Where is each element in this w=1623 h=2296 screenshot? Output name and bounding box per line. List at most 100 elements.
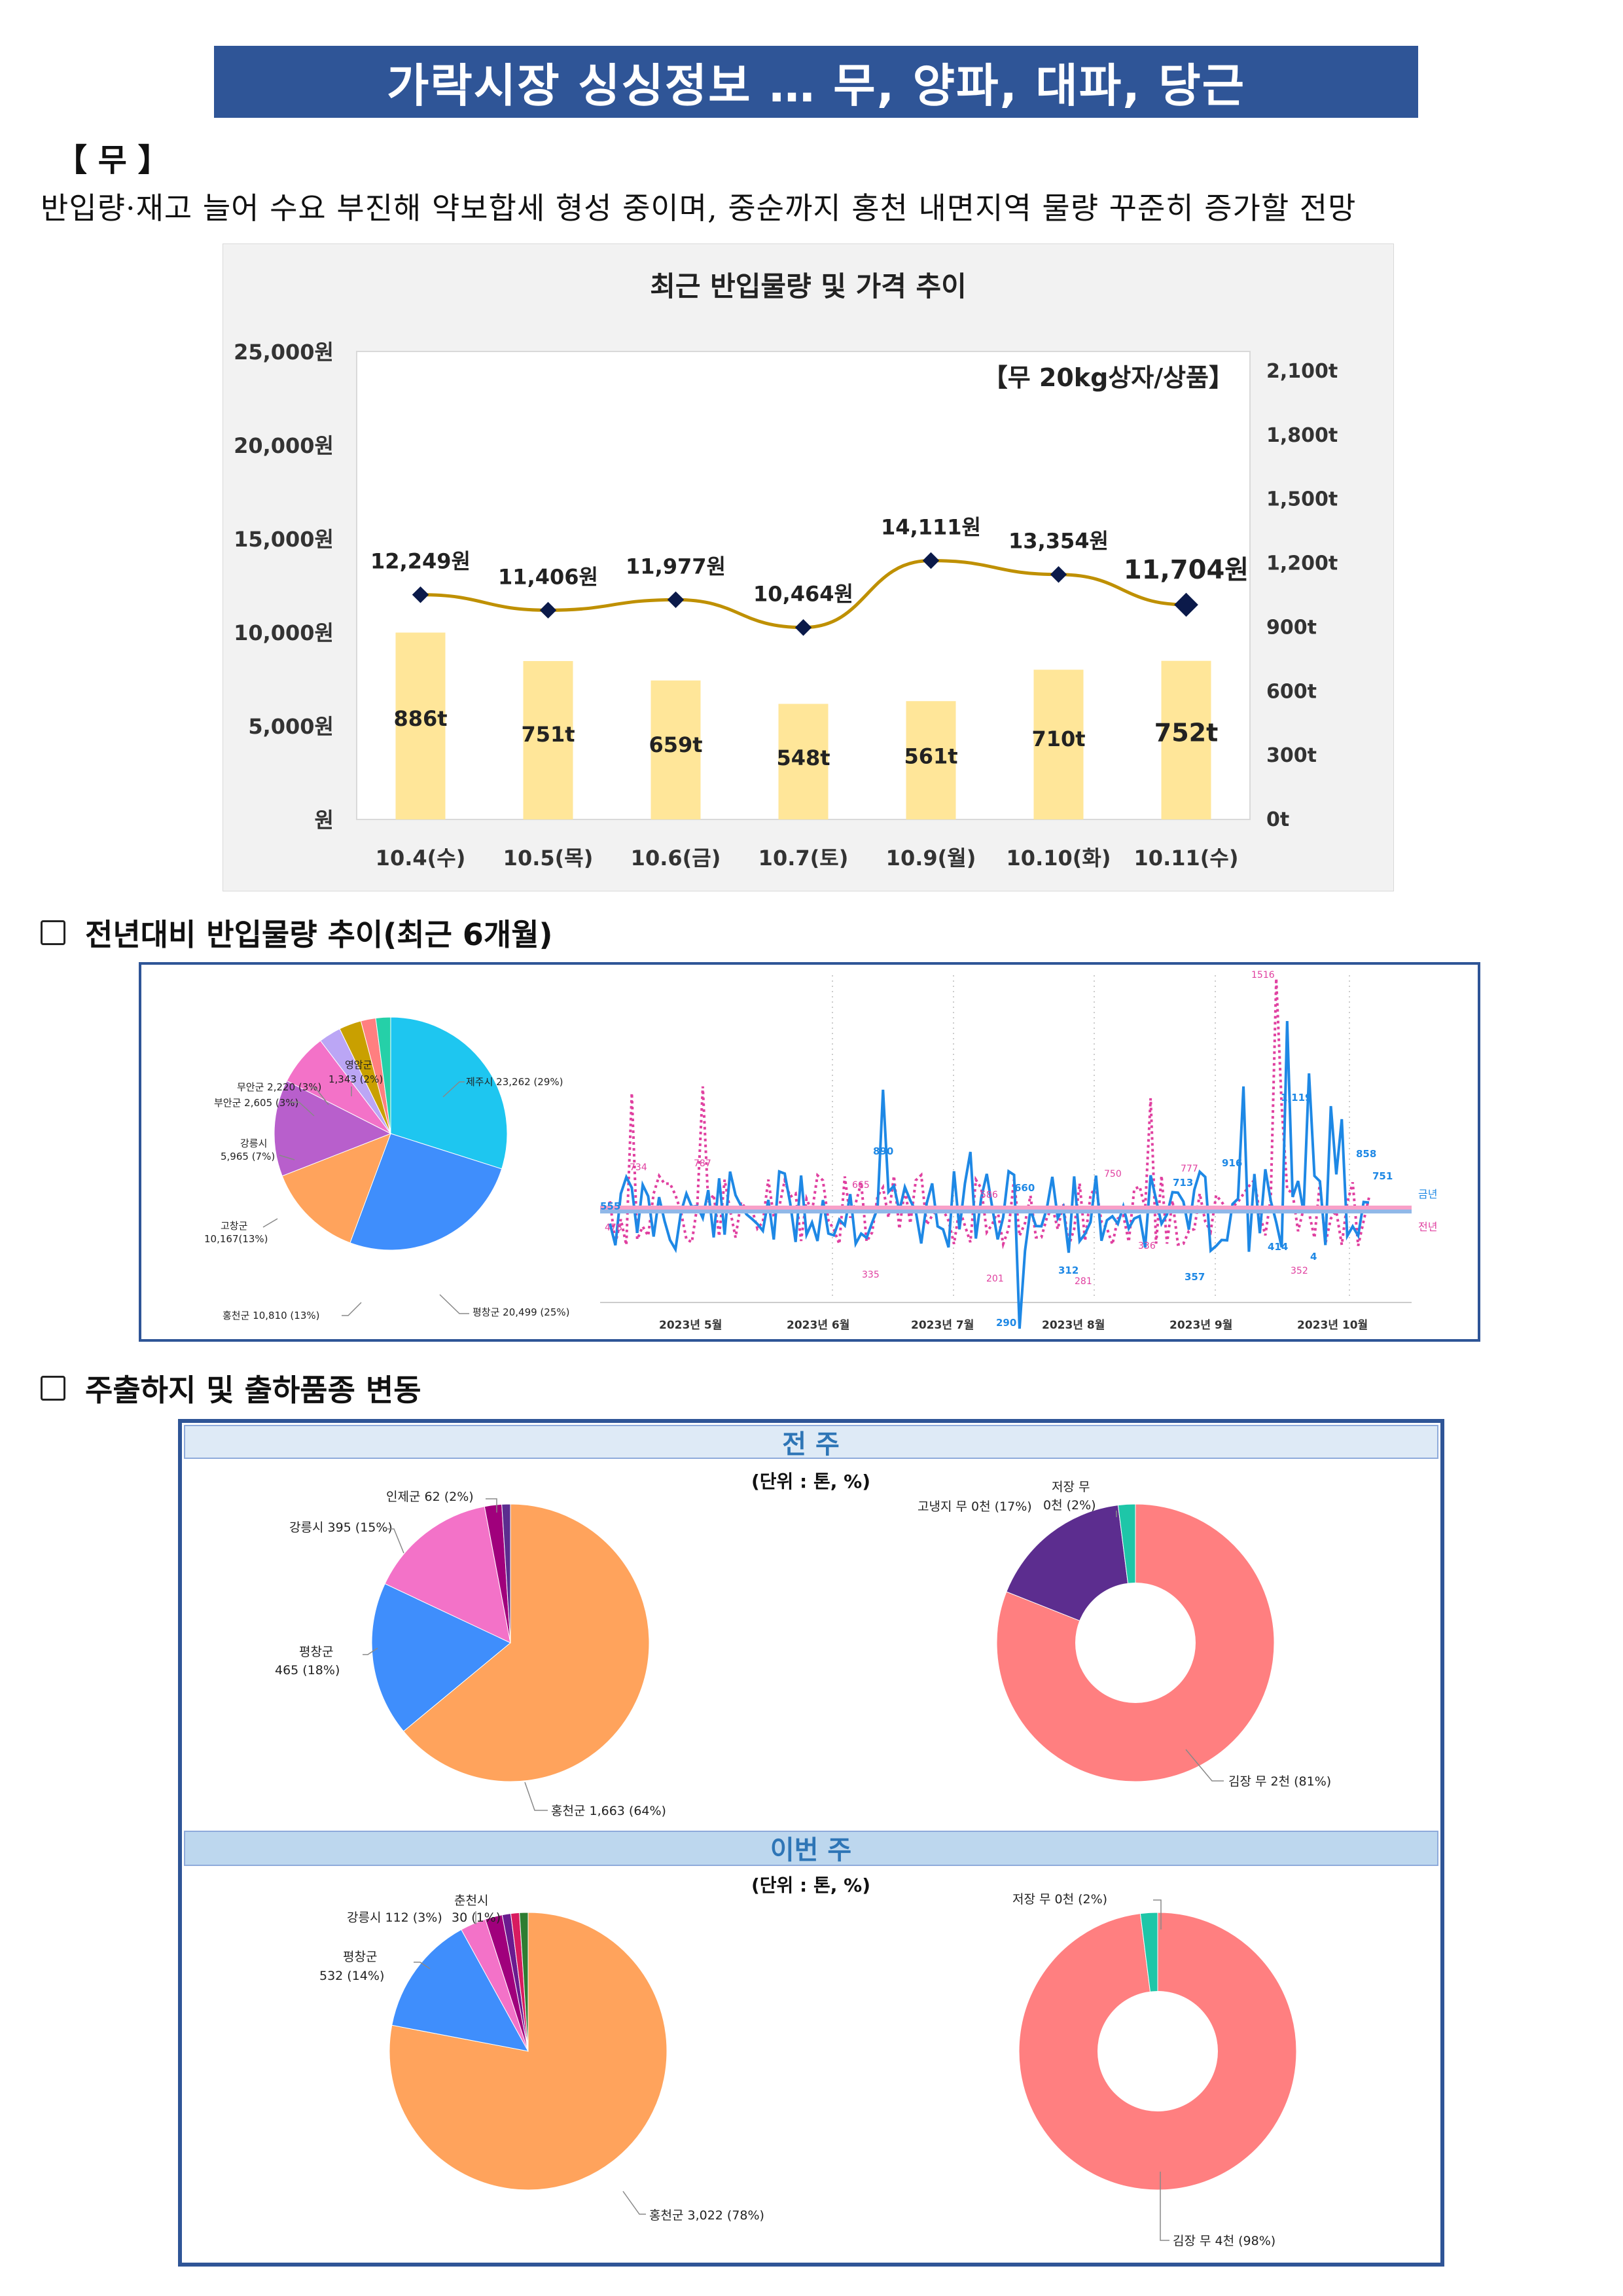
last-year-line	[609, 978, 1370, 1249]
intake-bar-label: 751t	[521, 722, 575, 747]
this-year-point-label: 751	[1372, 1170, 1393, 1182]
yearly-trend-panel: 제주시 23,262 (29%) 평창군 20,499 (25%) 홍천군 10…	[139, 962, 1480, 1342]
left-axis-tick: 15,000원	[234, 527, 334, 552]
this-donut-label-kimjang: 김장 무 4천 (98%)	[1173, 2234, 1275, 2248]
category-tick: 10.4(수)	[376, 846, 466, 870]
price-label: 10,464원	[753, 582, 853, 607]
prev-label-pyeongchang: 평창군	[299, 1645, 333, 1659]
this-label-gangneung: 강릉시 112 (3%)	[347, 1910, 442, 1925]
last-year-point-label: 336	[1138, 1241, 1156, 1251]
prev-origin-pie	[371, 1503, 650, 1782]
intake-bar-label: 886t	[393, 706, 447, 731]
last-year-point-label: 750	[1104, 1169, 1122, 1179]
price-label: 11,406원	[498, 564, 598, 589]
pie-slice	[274, 1080, 392, 1177]
x-axis-tick: 2023년 8월	[1042, 1319, 1105, 1332]
category-tick: 10.9(월)	[886, 846, 976, 870]
last-year-point-label: 335	[862, 1270, 880, 1280]
prev-label-pyeongchang-value: 465 (18%)	[275, 1663, 340, 1677]
price-label: 11,977원	[626, 554, 726, 579]
intake-bar-label: 659t	[649, 732, 702, 757]
this-label-hongcheon: 홍천군 3,022 (78%)	[649, 2208, 764, 2223]
x-axis-tick: 2023년 6월	[787, 1319, 849, 1332]
pie-label-gangneung: 강릉시	[240, 1138, 267, 1149]
intake-bar	[651, 680, 701, 819]
left-axis-tick: 10,000원	[234, 620, 334, 645]
section-summary: 반입량·재고 늘어 수요 부진해 약보합세 형성 중이며, 중순까지 홍천 내면…	[41, 190, 1357, 226]
intake-bar	[395, 632, 446, 819]
intake-bar-label: 548t	[776, 745, 830, 770]
right-axis-tick: 600t	[1266, 680, 1317, 703]
intake-bar	[1033, 670, 1084, 819]
intake-bar-label: 710t	[1031, 726, 1085, 751]
origin-pie	[274, 1016, 508, 1251]
this-label-pyeongchang-value: 532 (14%)	[319, 1969, 384, 1983]
pie-slice	[349, 1133, 503, 1251]
prev-week-unit: (단위 : 톤, %)	[751, 1471, 870, 1492]
this-week-unit: (단위 : 톤, %)	[751, 1874, 870, 1896]
prev-donut-label-kimjang: 김장 무 2천 (81%)	[1228, 1774, 1331, 1789]
last-year-point-label: 352	[1291, 1266, 1308, 1276]
intake-bar	[1161, 660, 1211, 819]
intake-bar-label: 561t	[904, 744, 957, 769]
pie-label-muan: 무안군 2,220 (3%)	[237, 1081, 321, 1093]
category-tick: 10.6(금)	[631, 846, 721, 870]
pie-slice	[384, 1506, 511, 1643]
prev-donut-label-storage-value: 0천 (2%)	[1043, 1498, 1096, 1513]
category-tick: 10.7(토)	[758, 846, 849, 870]
category-tick: 10.11(수)	[1134, 846, 1239, 870]
pie-slice	[391, 1929, 529, 2052]
last-year-point-label: 787	[694, 1158, 711, 1169]
this-year-point-label: 312	[1058, 1265, 1079, 1276]
left-axis-tick: 20,000원	[234, 433, 334, 458]
prev-label-inje: 인제군 62 (2%)	[386, 1490, 474, 1504]
page-title-banner: 가락시장 싱싱정보 … 무, 양파, 대파, 당근	[214, 46, 1418, 118]
right-axis-tick: 900t	[1266, 616, 1317, 639]
prev-donut-label-storage: 저장 무	[1052, 1480, 1090, 1494]
x-axis-tick: 2023년 10월	[1297, 1319, 1368, 1332]
left-axis-tick: 5,000원	[248, 714, 334, 739]
this-year-point-label: 890	[873, 1145, 893, 1157]
shipping-heading: 주출하지 및 출하품종 변동	[41, 1367, 421, 1410]
right-axis-tick: 1,800t	[1266, 424, 1338, 447]
x-axis-tick: 2023년 9월	[1169, 1319, 1232, 1332]
pie-slice	[371, 1583, 511, 1732]
checkbox-icon	[41, 1376, 65, 1401]
this-week-title: 이번 주	[770, 1835, 851, 1865]
pie-label-gangneung-value: 5,965 (7%)	[221, 1151, 275, 1162]
last-year-point-label: 734	[630, 1162, 647, 1173]
price-point	[412, 586, 429, 603]
this-label-pyeongchang: 평창군	[343, 1950, 377, 1964]
x-axis-tick: 2023년 7월	[911, 1319, 974, 1332]
intake-bar-label: 752t	[1154, 719, 1219, 747]
last-year-point-label: 777	[1181, 1164, 1198, 1174]
last-year-point-label: 586	[980, 1190, 998, 1200]
prev-week-title: 전 주	[782, 1429, 840, 1460]
this-year-point-label: 357	[1185, 1271, 1205, 1283]
this-year-point-label: 916	[1222, 1157, 1242, 1169]
shipping-panel: 전 주 (단위 : 톤, %) 홍천군 1,663 (64%) 평창군 465 …	[178, 1419, 1444, 2267]
pie-label-buan: 부안군 2,605 (3%)	[214, 1097, 298, 1109]
x-axis-tick: 2023년 5월	[659, 1319, 722, 1332]
this-year-point-label: 713	[1173, 1177, 1193, 1189]
pie-label-gochang-value: 10,167(13%)	[204, 1233, 268, 1245]
trend-heading: 전년대비 반입물량 추이(최근 6개월)	[41, 911, 553, 954]
price-label: 12,249원	[370, 549, 471, 574]
category-tick: 10.10(화)	[1007, 846, 1111, 870]
price-label: 13,354원	[1008, 529, 1109, 554]
last-year-point-label: 665	[852, 1180, 870, 1191]
right-axis-tick: 2,100t	[1266, 360, 1338, 383]
pie-label-jeju: 제주시 23,262 (29%)	[466, 1076, 563, 1088]
this-year-line	[609, 1020, 1370, 1329]
right-axis-tick: 300t	[1266, 744, 1317, 767]
page-title: 가락시장 싱싱정보 … 무, 양파, 대파, 당근	[387, 58, 1245, 113]
intake-bar	[906, 701, 956, 819]
pie-label-yeongam-value: 1,343 (2%)	[329, 1073, 383, 1085]
chart-title: 최근 반입물량 및 가격 추이	[650, 270, 967, 302]
this-year-point-label: 660	[1014, 1182, 1035, 1194]
intake-bar	[523, 661, 573, 819]
section-label: 【 무 】	[56, 142, 169, 179]
price-point	[539, 601, 557, 619]
this-year-point-label: 555	[600, 1200, 620, 1212]
intake-price-chart: 최근 반입물량 및 가격 추이 【무 20kg상자/상품】 원 5,000원 10,…	[223, 243, 1394, 891]
